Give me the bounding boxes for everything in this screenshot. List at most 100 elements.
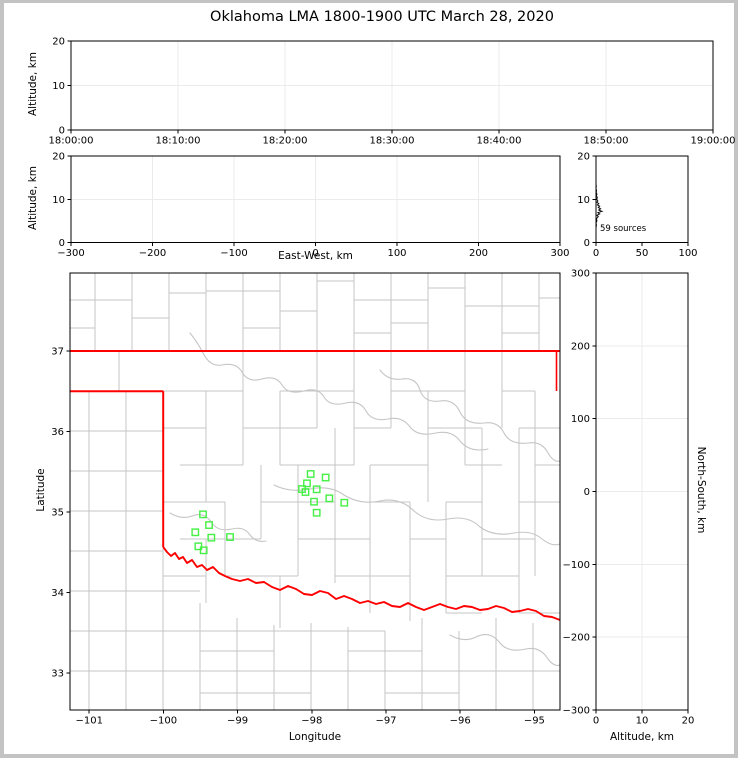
tick-label: 10 [636,716,649,727]
time-height-panel-axes: 18:00:00 18:10:00 18:20:00 18:30:00 18:40:00… [49,37,736,147]
tick-label: 18:40:00 [477,136,522,147]
lma-source-marker [303,479,311,488]
tick-label: 0 [59,126,65,137]
tick-label: 200 [571,341,590,352]
tick-labels: −300 −200 −100 0 100 200 300 0 10 20 [52,152,569,260]
north-south-height-panel-axes: 0 10 20 300 200 100 0 −100 −200 −300 [563,269,695,727]
tick-label: 0 [593,248,599,259]
source-count-annotation: 59 sources [600,224,647,234]
lma-source-marker [207,533,216,542]
tick-label: 0 [584,487,590,498]
lma-source-marker [194,542,203,551]
lma-source-marker [310,497,318,506]
map-xlabel: Longitude [288,731,342,743]
tick-label: 18:20:00 [263,136,308,147]
time-panel-ylabel: Altitude, km [27,52,39,117]
lma-source-marker [306,470,315,478]
figure-title: Oklahoma LMA 1800-1900 UTC March 28, 202… [210,9,554,25]
north-south-height-panel [596,273,688,710]
lma-source-markers [191,470,349,555]
tick-label: 100 [678,248,697,259]
tick-label: −300 [57,248,84,259]
tick-label: 20 [682,716,695,727]
tick-label: 18:00:00 [49,136,94,147]
tick-label: 36 [51,427,64,438]
tick-marks [67,40,714,134]
lma-source-marker [199,546,208,555]
tick-label: −100 [150,716,177,727]
tick-label: 18:10:00 [156,136,201,147]
east-west-height-panel [71,156,560,243]
plan-view-map-panel [70,273,561,710]
tick-label: 10 [52,195,65,206]
time-height-panel [71,41,713,130]
river-lines [169,332,561,666]
tick-label: −96 [450,716,471,727]
tick-label: 100 [571,414,590,425]
plan-view-map-panel-axes: −101 −100 −99 −98 −97 −96 −95 37 36 35 34 33 [51,272,561,727]
tick-label: −200 [563,633,590,644]
grid-lines [596,273,688,710]
lma-source-marker [312,508,321,517]
tick-label: 20 [577,152,590,163]
tick-label: −97 [375,716,396,727]
tick-label: 20 [52,37,65,48]
state-border [70,350,561,621]
lma-source-marker [199,510,207,519]
tick-label: −95 [524,716,545,727]
tick-labels: −101 −100 −99 −98 −97 −96 −95 37 36 35 34 33 [51,347,545,727]
grid-lines [71,156,560,243]
tick-labels: 0 10 20 300 200 100 0 −100 −200 −300 [563,269,695,727]
lma-source-marker [226,533,234,541]
tick-label: 37 [51,347,64,358]
lma-source-marker [340,498,349,507]
tick-label: −100 [220,248,247,259]
tick-label: 18:30:00 [370,136,415,147]
tick-label: 10 [52,81,65,92]
north-south-panel-ylabel: North-South, km [695,446,707,534]
tick-label: 50 [636,248,649,259]
grid-lines [71,41,713,130]
tick-label: 0 [312,248,318,259]
tick-marks [592,155,689,246]
lma-source-marker [191,528,200,537]
tick-label: −99 [227,716,248,727]
tick-label: −101 [75,716,102,727]
tick-label: 35 [51,507,64,518]
tick-label: 0 [584,238,590,249]
axis-spine [69,272,561,711]
lma-source-marker [325,494,334,503]
east-west-panel-ylabel: Altitude, km [27,166,39,231]
tick-label: 33 [51,668,64,679]
tick-label: −300 [563,706,590,717]
lma-source-marker [312,485,321,494]
tick-label: 20 [52,152,65,163]
tick-label: 200 [469,248,488,259]
lma-source-marker [205,521,213,529]
tick-marks [592,272,689,714]
tick-label: 300 [550,248,569,259]
tick-label: 100 [387,248,406,259]
lma-source-marker [301,488,310,496]
tick-label: 19:00:00 [691,136,736,147]
tick-marks [67,155,561,246]
altitude-histogram-panel-axes: 0 50 100 0 10 20 [577,152,697,260]
tick-marks [66,350,535,714]
tick-label: 0 [59,238,65,249]
tick-labels: 0 50 100 0 10 20 [577,152,697,260]
tick-label: 300 [571,269,590,280]
lma-source-marker [321,473,330,482]
east-west-height-panel-axes: −300 −200 −100 0 100 200 300 0 10 20 [52,152,569,260]
tick-label: 34 [51,588,64,599]
tick-label: −100 [563,560,590,571]
map-content [70,273,561,710]
east-west-panel-xlabel: East-West, km [278,250,353,262]
north-south-panel-xlabel: Altitude, km [609,731,674,743]
tick-labels: 18:00:00 18:10:00 18:20:00 18:30:00 18:40:00… [49,37,736,147]
tick-label: 0 [593,716,599,727]
tick-label: 10 [577,195,590,206]
county-boundaries [70,273,560,710]
tick-label: 18:50:00 [584,136,629,147]
